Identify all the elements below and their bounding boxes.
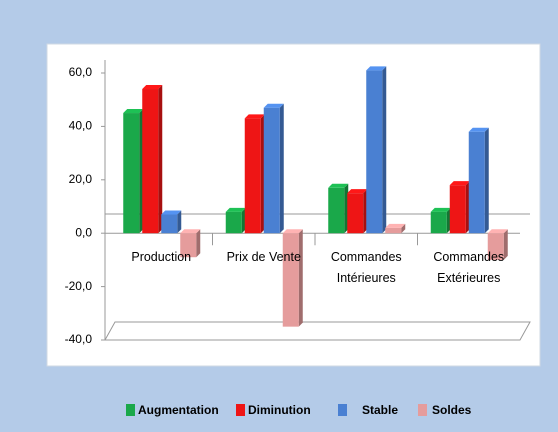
y-tick-label: 0,0: [75, 225, 92, 239]
bar-side: [484, 127, 489, 234]
chart-floor: [104, 321, 531, 341]
bar-top: [123, 109, 144, 114]
bar-top: [385, 223, 406, 228]
bar-top: [263, 103, 284, 108]
bar: [225, 211, 242, 234]
bar-top: [430, 207, 451, 212]
bar-top: [225, 207, 246, 212]
bar-top: [142, 85, 163, 90]
x-tick-label: Commandes Extérieures: [433, 250, 505, 286]
bar: [180, 233, 197, 258]
bar: [366, 70, 383, 234]
y-tick-label: -40,0: [65, 332, 93, 346]
legend-swatch: [338, 404, 347, 416]
y-tick-label: -20,0: [65, 279, 93, 293]
bar-side: [382, 66, 387, 234]
legend-swatch: [126, 404, 135, 416]
bar-top: [180, 229, 201, 234]
bar-top: [468, 127, 489, 132]
bar-side: [503, 229, 508, 260]
bar: [487, 233, 504, 260]
bar-side: [401, 223, 406, 234]
legend-swatch: [236, 404, 245, 416]
legend-label: Stable: [362, 403, 398, 417]
bar-side: [298, 229, 303, 327]
bar-top: [282, 229, 303, 234]
bar: [244, 118, 261, 234]
bar-top: [449, 181, 470, 186]
x-tick-label: Production: [131, 250, 192, 265]
bar-top: [366, 66, 387, 71]
bar: [328, 187, 345, 234]
legend-label: Soldes: [432, 403, 472, 417]
bar-side: [196, 229, 201, 258]
bar: [468, 131, 485, 234]
bar-top: [244, 114, 265, 119]
bar-side: [177, 210, 182, 234]
bar-top: [347, 189, 368, 194]
y-tick-label: 40,0: [69, 119, 93, 133]
bar: [430, 211, 447, 234]
bar-top: [161, 210, 182, 215]
legend-label: Diminution: [248, 403, 311, 417]
bar: [385, 227, 402, 234]
bar-side: [279, 103, 284, 234]
x-tick-label: Prix de Vente: [226, 250, 301, 265]
bar-side: [158, 85, 163, 234]
bar-top: [487, 229, 508, 234]
legend-swatch: [418, 404, 427, 416]
bar: [263, 107, 280, 234]
bar: [449, 185, 466, 234]
bar: [347, 193, 364, 234]
y-tick-label: 20,0: [69, 172, 93, 186]
bar: [123, 113, 140, 234]
x-tick-label: Commandes Intérieures: [330, 250, 402, 286]
bar: [161, 214, 178, 234]
bar: [142, 89, 159, 234]
bar-top: [328, 183, 349, 188]
bar: [282, 233, 299, 327]
legend-label: Augmentation: [138, 403, 219, 417]
y-tick-label: 60,0: [69, 65, 93, 79]
